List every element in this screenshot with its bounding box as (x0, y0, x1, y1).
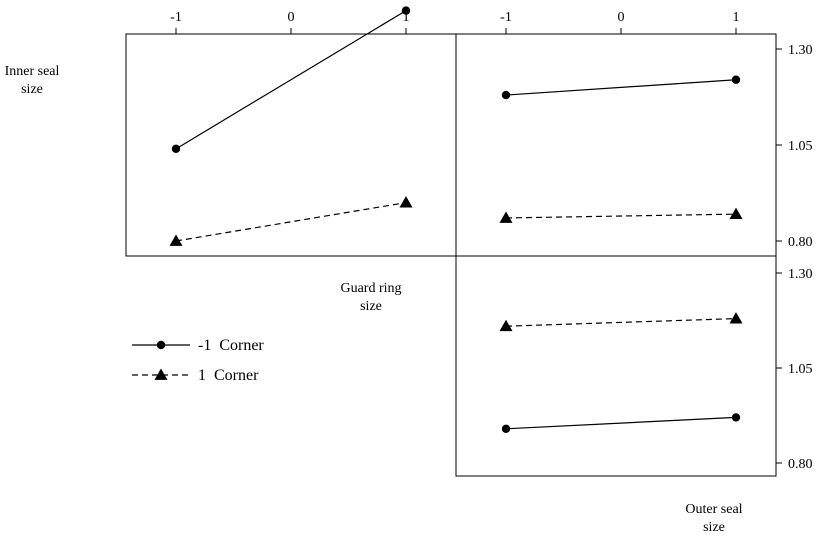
right-tick-label-row0-1: 1.05 (788, 139, 813, 154)
data-point-guard-ring-by-outer-seal-0-0 (501, 424, 511, 433)
series-line-inner-seal-by-outer-seal-0 (505, 79, 737, 96)
top-tick-label-col0-2: 1 (403, 10, 410, 25)
data-point-inner-seal-by-outer-seal-0-1 (731, 75, 741, 84)
right-tick-label-row1-2: 0.80 (788, 457, 813, 472)
legend-marker-1 (154, 368, 168, 380)
right-tick-label-row0-0: 1.30 (788, 43, 813, 58)
data-point-inner-seal-by-guard-ring-0-0 (171, 144, 181, 154)
right-tick-label-row1-0: 1.30 (788, 267, 813, 282)
data-point-inner-seal-by-outer-seal-1-0 (499, 211, 513, 223)
factor-label-guard-ring-line1: Guard ring (340, 281, 401, 296)
top-tick-label-col0-0: -1 (170, 10, 182, 25)
top-tick-label-col1-1: 0 (618, 10, 625, 25)
top-tick-label-col0-1: 0 (288, 10, 295, 25)
factor-label-guard-ring-line2: size (360, 299, 382, 314)
right-tick-label-row0-2: 0.80 (788, 235, 813, 250)
factor-label-inner-seal-line1: Inner seal (5, 64, 60, 79)
data-point-guard-ring-by-outer-seal-0-1 (731, 413, 741, 422)
series-line-inner-seal-by-guard-ring-1 (175, 202, 407, 242)
data-point-inner-seal-by-outer-seal-0-0 (501, 90, 511, 100)
right-tick-label-row1-1: 1.05 (788, 362, 813, 377)
series-line-inner-seal-by-guard-ring-0 (175, 10, 407, 150)
data-point-inner-seal-by-guard-ring-1-0 (169, 234, 183, 246)
factor-label-outer-seal-line1: Outer seal (685, 502, 742, 517)
legend-label-1: 1 Corner (198, 367, 259, 384)
data-point-guard-ring-by-outer-seal-1-0 (499, 319, 513, 332)
top-tick-label-col1-2: 1 (733, 10, 740, 25)
data-point-inner-seal-by-outer-seal-1-1 (729, 207, 743, 219)
factor-label-outer-seal-line2: size (703, 520, 725, 535)
series-line-guard-ring-by-outer-seal-0 (505, 416, 737, 430)
factor-label-inner-seal-line2: size (21, 82, 43, 97)
legend-marker-0 (156, 340, 166, 350)
series-layer (169, 6, 743, 433)
panel-frame-guard-outer (455, 255, 777, 477)
legend: -1 Corner 1 Corner (132, 337, 264, 384)
series-line-inner-seal-by-outer-seal-1 (505, 213, 737, 219)
data-point-guard-ring-by-outer-seal-1-1 (729, 312, 743, 324)
series-line-guard-ring-by-outer-seal-1 (505, 318, 737, 327)
top-tick-label-col1-0: -1 (500, 10, 512, 25)
legend-label-0: -1 Corner (198, 337, 264, 354)
data-point-inner-seal-by-guard-ring-1-1 (399, 196, 413, 208)
data-point-inner-seal-by-guard-ring-0-1 (401, 6, 411, 15)
axes-layer: -1 0 1 -1 0 1 1.30 1.05 0.80 1.30 1.05 0.80 (170, 10, 812, 472)
